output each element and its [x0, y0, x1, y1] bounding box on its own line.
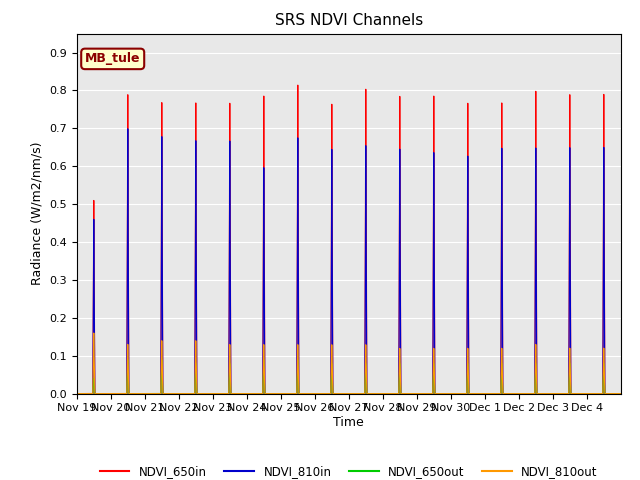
Legend: NDVI_650in, NDVI_810in, NDVI_650out, NDVI_810out: NDVI_650in, NDVI_810in, NDVI_650out, NDV…: [95, 461, 602, 480]
Text: MB_tule: MB_tule: [85, 52, 140, 65]
Y-axis label: Radiance (W/m2/nm/s): Radiance (W/m2/nm/s): [31, 142, 44, 285]
X-axis label: Time: Time: [333, 416, 364, 429]
Title: SRS NDVI Channels: SRS NDVI Channels: [275, 13, 423, 28]
